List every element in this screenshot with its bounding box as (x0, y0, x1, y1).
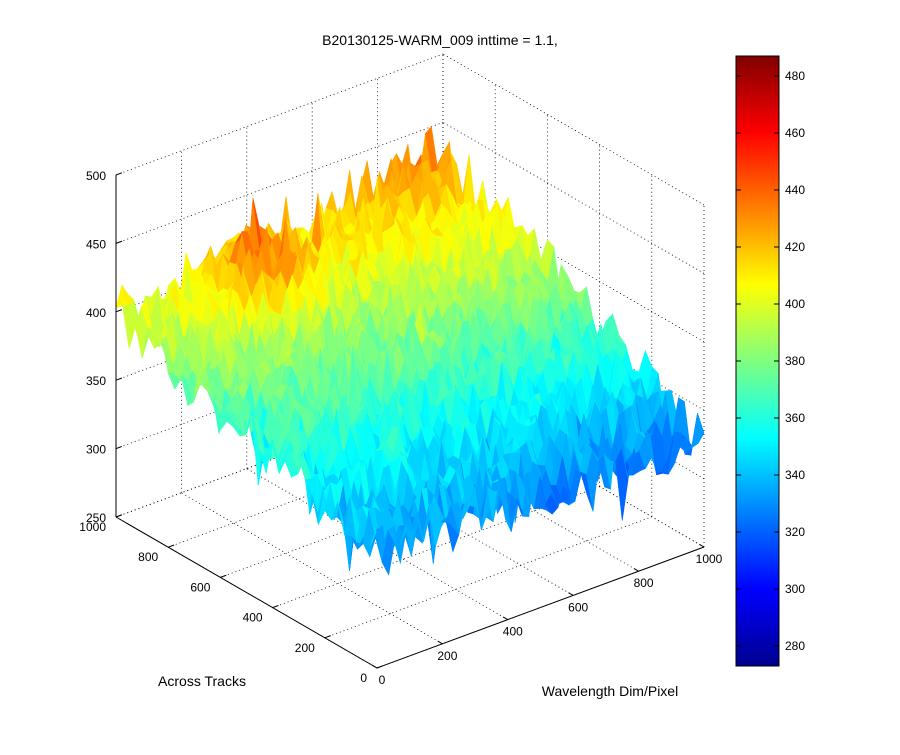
surface-plot (115, 125, 705, 576)
y-tick-label: 0 (360, 671, 367, 685)
y-tick-label: 800 (138, 550, 158, 564)
x-tick (699, 543, 705, 548)
z-tick-label: 400 (86, 306, 106, 320)
colorbar-tick-label: 480 (785, 69, 805, 83)
y-axis-label: Across Tracks (158, 673, 246, 689)
z-tick (115, 445, 123, 450)
y-tick-label: 1000 (79, 520, 106, 534)
y-tick-label: 400 (243, 611, 263, 625)
surface-patch (691, 412, 705, 449)
z-tick (115, 240, 123, 244)
x-tick-label: 800 (634, 576, 654, 590)
back-wall-gridline-z (115, 53, 444, 176)
axes: 0200400600800100002004006008001000250300… (79, 169, 722, 687)
x-tick (633, 568, 639, 572)
colorbar-tick-label: 380 (785, 354, 805, 368)
z-tick (115, 377, 123, 381)
y-tick (376, 665, 384, 669)
y-tick-label: 600 (190, 580, 210, 594)
y-tick-label: 200 (295, 641, 315, 655)
z-tick-label: 350 (86, 374, 106, 388)
colorbar-tick-label: 320 (785, 525, 805, 539)
x-tick-label: 600 (568, 600, 588, 614)
x-tick (372, 664, 378, 669)
colorbar-tick-label: 440 (785, 183, 805, 197)
x-tick-label: 400 (503, 625, 523, 639)
y-tick (220, 574, 227, 578)
x-tick (437, 640, 443, 645)
colorbar-ticks: 280 300 320 340 360 380 400 420 440 460 480 (736, 69, 805, 653)
colorbar-tick-label: 400 (785, 297, 805, 311)
x-tick-label: 1000 (696, 552, 723, 566)
colorbar-tick-label: 340 (785, 468, 805, 482)
z-tick (115, 309, 123, 313)
y-tick (272, 604, 279, 609)
colorbar: 280 300 320 340 360 380 400 420 440 460 480 (735, 55, 805, 667)
z-tick-label: 450 (86, 237, 106, 251)
colorbar-tick-label: 460 (785, 126, 805, 140)
x-axis-line (376, 546, 705, 669)
colorbar-gradient (735, 55, 780, 667)
colorbar-tick-label: 360 (785, 411, 805, 425)
z-tick (115, 172, 123, 176)
x-axis-label: Wavelength Dim/Pixel (542, 683, 678, 699)
z-tick-label: 500 (86, 169, 106, 183)
colorbar-tick-label: 420 (785, 240, 805, 254)
y-axis-line (115, 516, 378, 669)
y-tick (168, 544, 175, 548)
z-tick-label: 250 (86, 511, 106, 525)
x-tick (568, 592, 574, 596)
chart-title: B20130125-WARM_009 inttime = 1.1, (322, 32, 558, 48)
y-tick (324, 635, 331, 639)
x-tick-label: 200 (437, 649, 457, 663)
x-tick (502, 616, 509, 621)
z-tick-label: 300 (86, 443, 106, 457)
x-tick-label: 0 (379, 673, 386, 687)
colorbar-tick-label: 300 (785, 582, 805, 596)
colorbar-tick-label: 280 (785, 639, 805, 653)
z-tick (115, 514, 123, 518)
